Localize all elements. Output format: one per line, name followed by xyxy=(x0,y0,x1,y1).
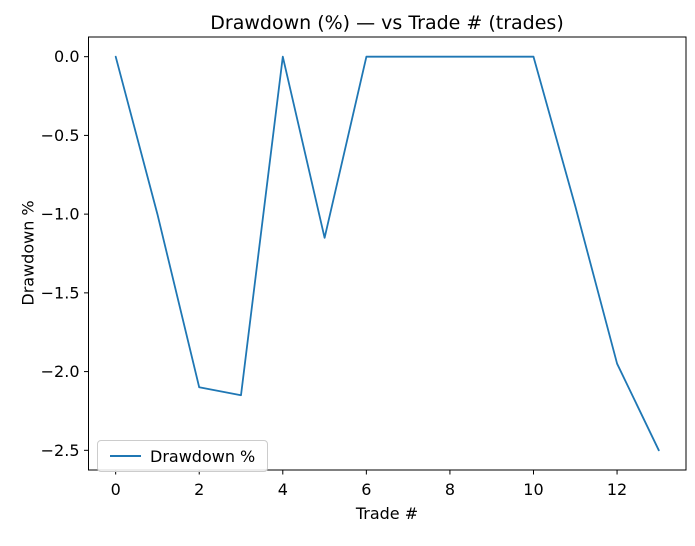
y-tick-label: −1.5 xyxy=(41,283,80,302)
y-tick-label: −2.5 xyxy=(41,441,80,460)
y-tick-label: −2.0 xyxy=(41,362,80,381)
x-axis-label: Trade # xyxy=(355,504,419,523)
x-tick-label: 2 xyxy=(194,480,204,499)
x-tick-label: 8 xyxy=(445,480,455,499)
x-tick-label: 10 xyxy=(523,480,543,499)
legend-label: Drawdown % xyxy=(150,446,256,466)
series-line-drawdown- xyxy=(114,55,660,452)
y-tick-label: −0.5 xyxy=(41,126,80,145)
x-tick-label: 6 xyxy=(361,480,371,499)
x-tick-label: 0 xyxy=(111,480,121,499)
x-tick-label: 4 xyxy=(278,480,288,499)
legend: Drawdown % xyxy=(97,440,269,472)
chart-title: Drawdown (%) — vs Trade # (trades) xyxy=(210,12,564,34)
y-tick-label: 0.0 xyxy=(54,47,79,66)
axes-frame xyxy=(88,36,687,471)
y-tick-label: −1.0 xyxy=(41,205,80,224)
x-tick-label: 12 xyxy=(607,480,627,499)
legend-line-sample-icon xyxy=(110,455,141,457)
